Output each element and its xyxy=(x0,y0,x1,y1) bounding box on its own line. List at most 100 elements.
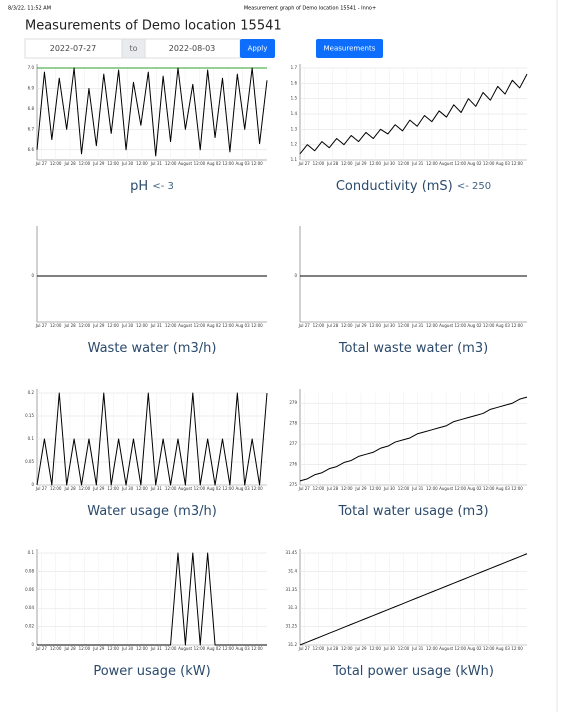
x-tick-label: 12:00 xyxy=(426,486,438,491)
x-tick-label: Jul 31 xyxy=(150,486,163,491)
x-tick-label: Jul 27 xyxy=(35,161,48,166)
y-tick-label: 6.9 xyxy=(28,85,35,90)
chart-caption: Power usage (kW) xyxy=(93,664,210,679)
x-tick-label: Jul 30 xyxy=(121,646,134,651)
x-tick-label: Jul 30 xyxy=(121,486,134,491)
y-tick-label: 279 xyxy=(289,400,297,405)
x-tick-label: Jul 28 xyxy=(326,161,339,166)
y-tick-label: 0.02 xyxy=(25,624,34,629)
x-tick-label: Jul 28 xyxy=(63,161,76,166)
x-tick-label: 12:00 xyxy=(222,646,234,651)
x-tick-label: Jul 30 xyxy=(383,486,396,491)
x-tick-label: Jul 30 xyxy=(121,323,134,328)
x-tick-label: Jul 27 xyxy=(298,323,311,328)
x-tick-label: Jul 27 xyxy=(35,323,48,328)
x-tick-label: 12:00 xyxy=(398,486,410,491)
x-tick-label: Jul 28 xyxy=(326,486,339,491)
y-tick-label: 31.2 xyxy=(288,642,297,647)
timestamp: 8/3/22, 11:52 AM xyxy=(8,6,51,12)
x-tick-label: Jul 31 xyxy=(411,486,424,491)
x-tick-label: Aug 02 xyxy=(467,646,482,651)
x-tick-label: 12:00 xyxy=(194,486,206,491)
x-tick-label: 12:00 xyxy=(455,323,467,328)
x-tick-label: August xyxy=(178,161,192,166)
y-tick-label: 6.6 xyxy=(28,147,35,152)
x-tick-label: 12:00 xyxy=(341,161,353,166)
apply-button[interactable] xyxy=(240,39,275,58)
x-tick-label: 12:00 xyxy=(194,646,206,651)
x-tick-label: 12:00 xyxy=(483,486,495,491)
to-label: to xyxy=(129,44,137,53)
y-tick-label: 0.1 xyxy=(28,436,35,441)
x-tick-label: 12:00 xyxy=(369,486,381,491)
x-tick-label: 12:00 xyxy=(165,646,177,651)
data-line xyxy=(37,552,267,646)
caption-title: Waste water (m3/h) xyxy=(88,341,217,356)
x-tick-label: 12:00 xyxy=(136,323,148,328)
caption-limit: <- 3 xyxy=(152,181,174,192)
x-tick-label: Jul 30 xyxy=(383,323,396,328)
x-tick-label: 12:00 xyxy=(79,323,91,328)
y-tick-label: 1.2 xyxy=(291,142,298,147)
x-tick-label: 12:00 xyxy=(455,646,467,651)
x-tick-label: Jul 31 xyxy=(150,646,163,651)
y-tick-label: 0.15 xyxy=(25,413,34,418)
x-tick-label: Jul 27 xyxy=(298,486,311,491)
x-tick-label: 12:00 xyxy=(194,323,206,328)
x-tick-label: 12:00 xyxy=(107,646,119,651)
x-tick-label: 12:00 xyxy=(483,161,495,166)
y-tick-label: 275 xyxy=(289,482,297,487)
x-tick-label: Jul 30 xyxy=(383,646,396,651)
x-tick-label: Aug 03 xyxy=(496,161,511,166)
x-tick-label: 12:00 xyxy=(107,161,119,166)
x-tick-label: 12:00 xyxy=(79,486,91,491)
x-tick-label: August xyxy=(439,161,453,166)
from-value: 2022-07-27 xyxy=(50,44,97,53)
x-tick-label: 12:00 xyxy=(50,161,62,166)
x-tick-label: Jul 31 xyxy=(411,161,424,166)
y-tick-label: 0 xyxy=(31,482,34,487)
caption-title: Water usage (m3/h) xyxy=(87,504,217,519)
chart-caption: Conductivity (mS) <- 250 xyxy=(336,179,491,194)
page-title: Measurement graph of Demo location 15541… xyxy=(244,6,376,12)
x-tick-label: 12:00 xyxy=(455,486,467,491)
x-tick-label: 12:00 xyxy=(50,646,62,651)
x-tick-label: 12:00 xyxy=(369,323,381,328)
x-tick-label: August xyxy=(439,323,453,328)
x-tick-label: Aug 02 xyxy=(207,323,222,328)
measurements-button[interactable] xyxy=(316,39,383,58)
y-tick-label: 1.4 xyxy=(291,111,298,116)
x-tick-label: 12:00 xyxy=(511,646,523,651)
x-tick-label: Jul 29 xyxy=(354,161,367,166)
x-tick-label: Jul 27 xyxy=(298,161,311,166)
x-tick-label: Jul 28 xyxy=(63,646,76,651)
x-tick-label: 12:00 xyxy=(313,486,325,491)
x-tick-label: 12:00 xyxy=(511,323,523,328)
x-tick-label: Aug 02 xyxy=(467,161,482,166)
data-line xyxy=(36,392,268,486)
y-tick-label: 31.35 xyxy=(286,587,298,592)
y-tick-label: 31.25 xyxy=(286,624,298,629)
y-tick-label: 1.3 xyxy=(291,126,298,131)
x-tick-label: Jul 29 xyxy=(92,486,105,491)
x-tick-label: 12:00 xyxy=(79,646,91,651)
x-tick-label: Aug 03 xyxy=(496,486,511,491)
x-tick-label: Jul 28 xyxy=(326,323,339,328)
x-tick-label: 12:00 xyxy=(251,323,263,328)
chart-caption: Water usage (m3/h) xyxy=(87,504,217,519)
caption-title: Conductivity (mS) xyxy=(336,179,453,194)
x-tick-label: Jul 29 xyxy=(354,646,367,651)
x-tick-label: 12:00 xyxy=(398,161,410,166)
x-tick-label: 12:00 xyxy=(511,161,523,166)
x-tick-label: 12:00 xyxy=(79,161,91,166)
x-tick-label: 12:00 xyxy=(398,646,410,651)
y-tick-label: 1.7 xyxy=(291,65,298,70)
caption-title: pH xyxy=(130,179,148,194)
y-tick-label: 6.8 xyxy=(28,106,35,111)
